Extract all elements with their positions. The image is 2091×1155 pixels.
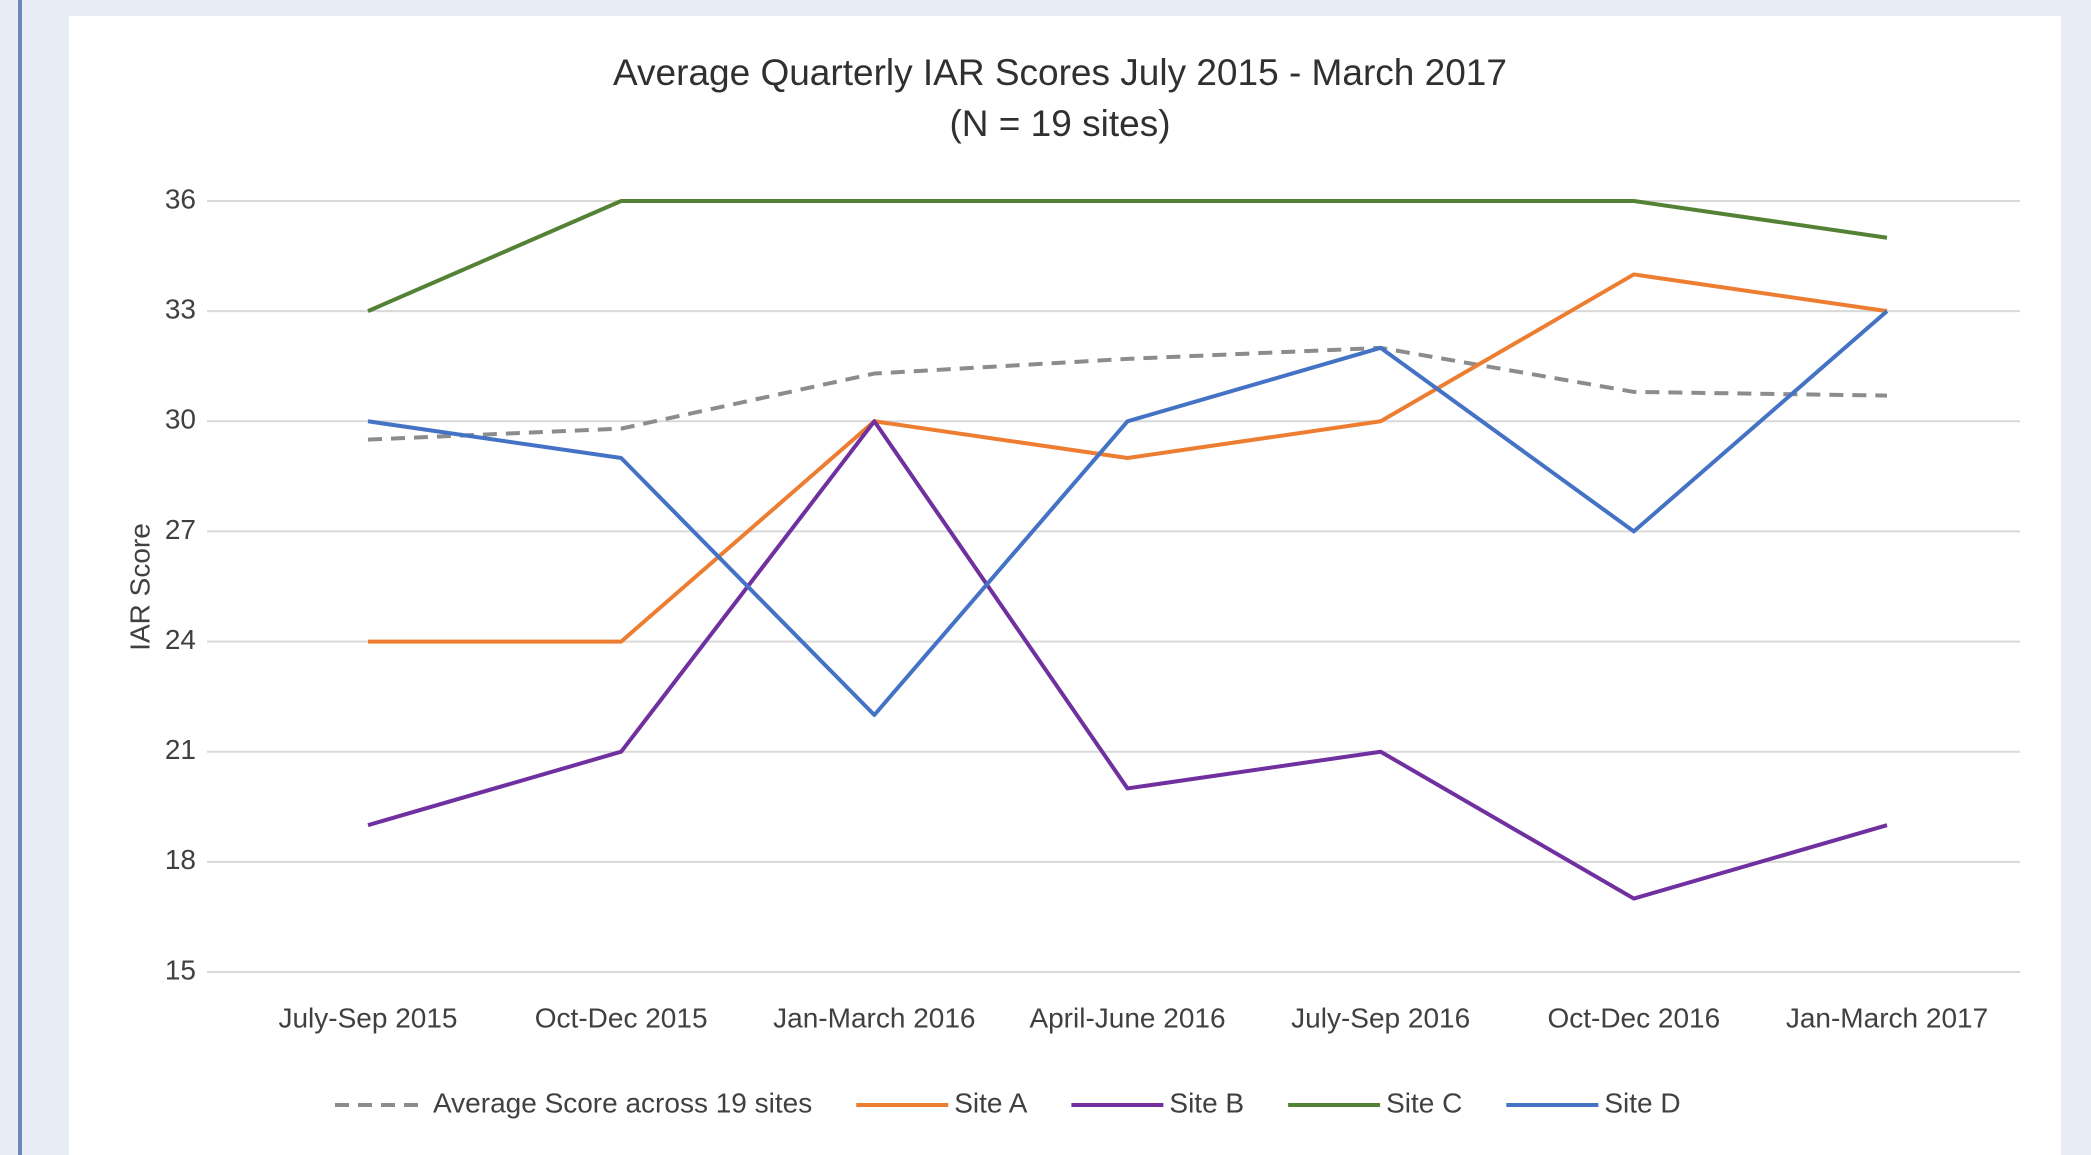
x-tick-label: Oct-Dec 2016 [1547, 1002, 1720, 1033]
legend-label: Site C [1386, 1087, 1462, 1118]
x-tick-label: Jan-March 2017 [1786, 1002, 1988, 1033]
series-line [367, 419, 1888, 901]
chart-title: Average Quarterly IAR Scores July 2015 -… [613, 52, 1507, 93]
y-tick-label: 15 [165, 954, 196, 985]
series-line [368, 272, 1888, 644]
y-tick-label: 24 [165, 624, 196, 655]
x-tick-label: April-June 2016 [1029, 1002, 1225, 1033]
series-line [367, 345, 1888, 442]
y-tick-label: 36 [165, 183, 196, 214]
y-tick-label: 21 [165, 734, 196, 765]
legend-label: Site B [1169, 1087, 1244, 1118]
legend-label: Average Score across 19 sites [433, 1087, 812, 1118]
y-axis-label: IAR Score [124, 523, 155, 651]
x-tick-label: Oct-Dec 2015 [535, 1002, 708, 1033]
left-border [18, 0, 22, 1155]
y-tick-label: 18 [165, 844, 196, 875]
chart-panel [69, 16, 2061, 1155]
series-line [367, 309, 1889, 717]
x-tick-label: July-Sep 2016 [1291, 1002, 1470, 1033]
y-tick-label: 27 [165, 514, 196, 545]
x-tick-label: Jan-March 2016 [773, 1002, 975, 1033]
chart-subtitle: (N = 19 sites) [949, 103, 1170, 144]
legend-label: Site D [1604, 1087, 1680, 1118]
y-tick-label: 33 [165, 294, 196, 325]
series-line [367, 199, 1888, 313]
legend-label: Site A [954, 1087, 1027, 1118]
y-tick-label: 30 [165, 404, 196, 435]
x-tick-label: July-Sep 2015 [278, 1002, 457, 1033]
